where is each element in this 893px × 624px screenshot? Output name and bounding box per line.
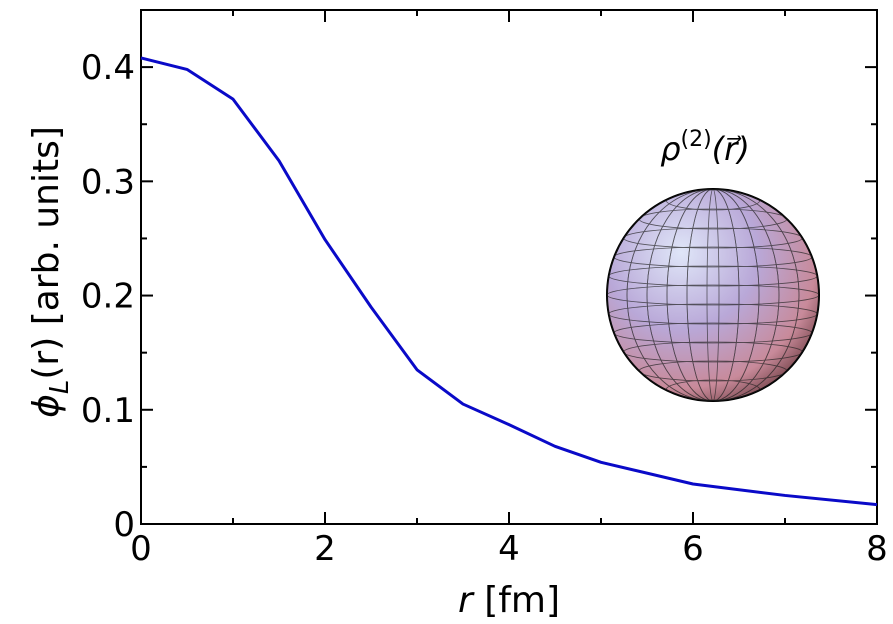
data-line [140, 56, 878, 507]
x-axis-label: r [fm] [458, 580, 560, 621]
annotation-sup: (2) [681, 127, 712, 152]
x-tick-label: 6 [682, 529, 704, 569]
y-tick-label: 0.2 [81, 277, 135, 317]
annotation: ρ(2)(r⃗) [660, 127, 750, 168]
x-tick-label: 8 [866, 529, 888, 569]
annotation-arg: (r⃗) [712, 130, 750, 168]
mesh-line [666, 189, 760, 401]
x-tick-label: 2 [314, 529, 336, 569]
x-label-var: r [458, 580, 475, 621]
x-label-unit: [fm] [473, 580, 560, 621]
y-tick-label: 0.4 [81, 48, 135, 88]
x-tick-label: 4 [498, 529, 520, 569]
y-label-sub: L [45, 380, 75, 395]
y-axis-label: ϕL(r) [arb. units] [26, 126, 75, 418]
mesh-line [686, 189, 740, 401]
mesh-line [626, 189, 800, 401]
mesh-line [706, 189, 720, 401]
annotation-rho: ρ [660, 130, 680, 168]
mesh-line [607, 284, 819, 306]
sphere-inset [606, 188, 820, 402]
mesh-line [646, 189, 780, 401]
y-tick-label: 0.1 [81, 391, 135, 431]
y-label-phi: ϕ [26, 394, 67, 418]
y-label-rest: (r) [arb. units] [26, 126, 67, 380]
y-tick-label: 0.3 [81, 162, 135, 202]
y-tick-label: 0 [113, 505, 135, 545]
x-tick-label: 0 [130, 529, 152, 569]
